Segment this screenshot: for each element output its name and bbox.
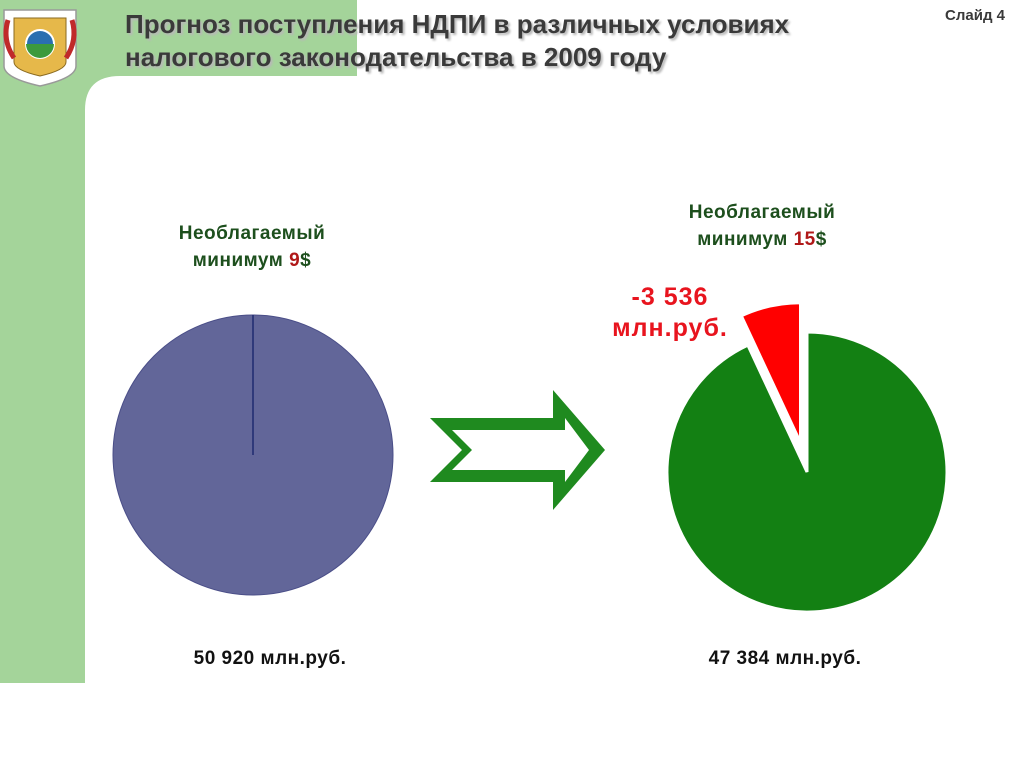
slice-label: -3 536 млн.руб.	[612, 283, 728, 342]
title-word: минимум	[697, 229, 788, 250]
title-number: 15	[793, 229, 816, 250]
title-word: Необлагаемый	[688, 202, 836, 223]
title-line: налогового законодательства в 2009 году	[125, 42, 667, 72]
chart-title: Необлагаемый минимум 15$	[632, 199, 892, 253]
title-line: Необлагаемый	[632, 199, 892, 226]
title-number: 9	[289, 250, 301, 271]
title-unit: $	[300, 250, 312, 271]
chart-title: Необлагаемый минимум 9$	[122, 220, 382, 274]
title-word: минимум	[192, 250, 284, 271]
slide-title: Прогноз поступления НДПИ в различных усл…	[125, 8, 885, 74]
arrow	[430, 390, 605, 510]
title-unit: $	[815, 229, 827, 250]
bottom-panel	[0, 683, 1024, 768]
value-label: 50 920 млн.руб.	[193, 648, 347, 669]
title-line: минимум 9$	[122, 247, 382, 274]
value-label: 47 384 млн.руб.	[708, 648, 862, 669]
pie-slice	[665, 330, 949, 614]
pie-slice	[739, 301, 803, 444]
title-line: минимум 15$	[632, 226, 892, 253]
emblem	[3, 9, 77, 87]
slide-number: Слайд 4	[945, 7, 1005, 24]
title-word: Необлагаемый	[178, 223, 326, 244]
title-line: Прогноз поступления НДПИ в различных усл…	[125, 9, 790, 39]
title-line: Необлагаемый	[122, 220, 382, 247]
